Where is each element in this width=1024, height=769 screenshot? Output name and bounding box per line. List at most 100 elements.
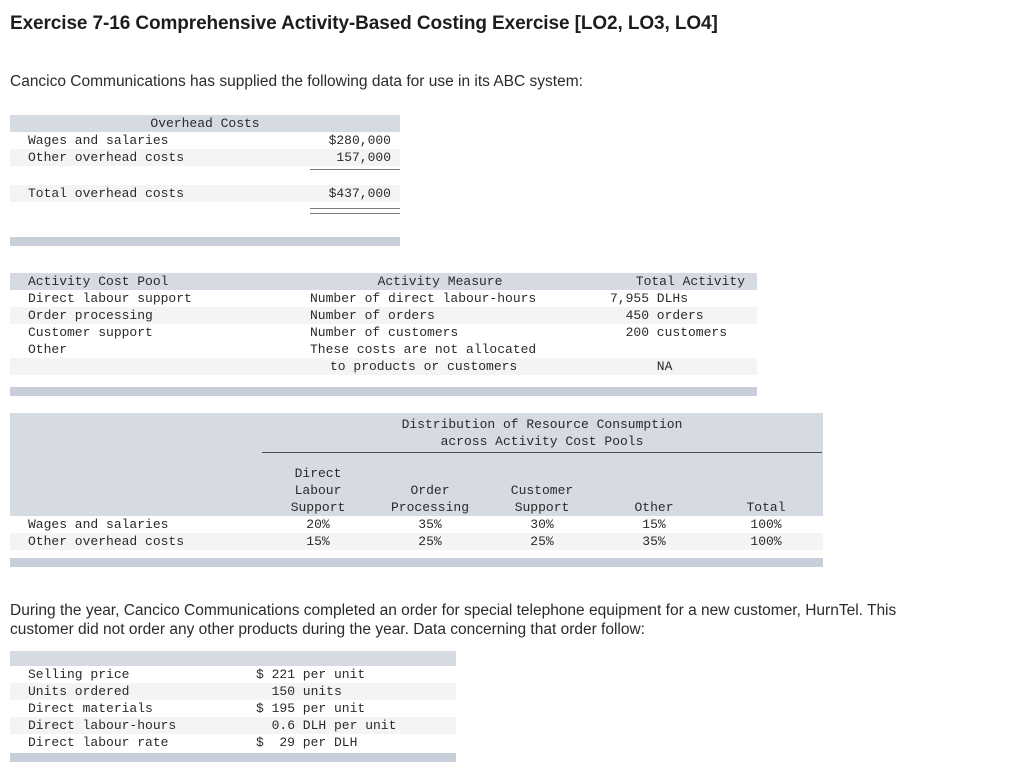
table-row-continuation: to products or customers NA bbox=[10, 357, 757, 375]
total-unit: DLHs bbox=[656, 290, 689, 306]
table-row: Other overhead costs 15% 25% 25% 35% 100… bbox=[10, 532, 823, 550]
total-number: 450 bbox=[625, 307, 649, 323]
intro-paragraph: Cancico Communications has supplied the … bbox=[10, 73, 583, 90]
row-value: 150 units bbox=[256, 683, 456, 700]
page-title: Exercise 7-16 Comprehensive Activity-Bas… bbox=[10, 13, 718, 34]
value-unit: units bbox=[302, 683, 342, 699]
row-label: Direct labour rate bbox=[28, 734, 169, 750]
value-unit: DLH per unit bbox=[302, 717, 397, 733]
total-cell: 200 customers bbox=[580, 324, 757, 341]
row-label: Wages and salaries bbox=[28, 132, 169, 148]
row-value: 0.6 DLH per unit bbox=[256, 717, 456, 734]
table-row: Units ordered 150 units bbox=[10, 682, 456, 700]
row-label: Direct materials bbox=[28, 700, 153, 716]
row-label: Direct labour-hours bbox=[28, 717, 177, 733]
percent-cell: 20% bbox=[306, 516, 330, 532]
total-rule-row bbox=[10, 207, 400, 224]
row-label: Other overhead costs bbox=[28, 149, 185, 165]
pool-cell: Customer support bbox=[28, 324, 153, 340]
percent-cell: 35% bbox=[418, 516, 442, 532]
table-row: Other overhead costs 157,000 bbox=[10, 148, 400, 166]
measure-cell: Number of customers bbox=[310, 324, 459, 340]
value-number: 29 bbox=[279, 734, 295, 750]
single-underline bbox=[310, 168, 400, 170]
total-cell: 450 orders bbox=[580, 307, 757, 324]
table-row: Customer support Number of customers 200… bbox=[10, 324, 757, 341]
value-unit: per unit bbox=[302, 666, 366, 682]
total-row: Total overhead costs $437,000 bbox=[10, 184, 400, 202]
table-row: Wages and salaries $280,000 bbox=[10, 132, 400, 149]
total-number: 7,955 bbox=[610, 290, 650, 306]
row-value: $29 per DLH bbox=[256, 734, 456, 751]
table-footer-bar bbox=[10, 752, 456, 762]
table-row: Direct materials $195 per unit bbox=[10, 700, 456, 717]
distribution-title-line1: Distribution of Resource Consumption bbox=[401, 416, 683, 432]
percent-cell: 15% bbox=[306, 533, 330, 549]
currency-prefix: $ bbox=[256, 734, 264, 750]
pool-cell: Direct labour support bbox=[28, 290, 192, 306]
row-label: Selling price bbox=[28, 666, 130, 682]
row-value: $195 per unit bbox=[256, 700, 456, 717]
row-label: Other overhead costs bbox=[28, 533, 185, 549]
currency-prefix: $ bbox=[256, 666, 264, 682]
measure-cell: These costs are not allocated bbox=[310, 341, 537, 357]
activity-cost-pool-table: Activity Cost Pool Activity Measure Tota… bbox=[10, 272, 757, 396]
double-underline bbox=[310, 207, 400, 214]
percent-cell: 100% bbox=[750, 516, 782, 532]
total-unit: orders bbox=[656, 307, 704, 323]
pool-cell bbox=[10, 358, 300, 375]
percent-cell: 35% bbox=[642, 533, 666, 549]
percent-cell: 25% bbox=[418, 533, 442, 549]
total-unit: NA bbox=[656, 358, 673, 374]
table-row: Wages and salaries 20% 35% 30% 15% 100% bbox=[10, 516, 823, 533]
header-rule bbox=[262, 451, 822, 453]
table-footer-bar bbox=[10, 557, 823, 567]
row-value: $437,000 bbox=[328, 185, 391, 201]
value-number: 195 bbox=[271, 700, 295, 716]
table-row: Order processing Number of orders 450 ord… bbox=[10, 306, 757, 324]
total-number: 200 bbox=[625, 324, 649, 340]
row-label: Units ordered bbox=[28, 683, 130, 699]
percent-cell: 100% bbox=[750, 533, 782, 549]
value-number: 221 bbox=[271, 666, 295, 682]
measure-cell: Number of orders bbox=[310, 307, 435, 323]
value-number: 150 bbox=[271, 683, 295, 699]
column-header: Order Processing bbox=[390, 482, 469, 515]
currency-prefix: $ bbox=[256, 700, 264, 716]
row-value: $280,000 bbox=[328, 132, 391, 148]
value-unit: per DLH bbox=[302, 734, 358, 750]
row-value: $221 per unit bbox=[256, 666, 456, 683]
activity-table-header-row: Activity Cost Pool Activity Measure Tota… bbox=[10, 272, 757, 290]
subtotal-rule-row bbox=[10, 168, 400, 185]
table-row: Direct labour support Number of direct l… bbox=[10, 290, 757, 307]
column-headers-row: Direct Labour Support Order Processing C… bbox=[10, 465, 823, 516]
table-row: Other These costs are not allocated bbox=[10, 341, 757, 358]
table-footer-bar bbox=[10, 236, 400, 246]
value-number: 0.6 bbox=[271, 717, 295, 733]
distribution-table: Distribution of Resource Consumption acr… bbox=[10, 412, 823, 567]
value-unit: per unit bbox=[302, 700, 366, 716]
order-paragraph: During the year, Cancico Communications … bbox=[10, 601, 897, 639]
total-unit bbox=[649, 342, 657, 357]
overhead-costs-table: Overhead Costs Wages and salaries $280,0… bbox=[10, 114, 400, 246]
percent-cell: 15% bbox=[642, 516, 666, 532]
distribution-title-line2: across Activity Cost Pools bbox=[440, 433, 644, 449]
overhead-table-header: Overhead Costs bbox=[10, 114, 400, 132]
total-unit: customers bbox=[656, 324, 728, 340]
column-header: Direct Labour Support bbox=[290, 465, 346, 515]
percent-cell: 25% bbox=[530, 533, 554, 549]
column-header-pool: Activity Cost Pool bbox=[28, 273, 169, 289]
percent-cell: 30% bbox=[530, 516, 554, 532]
row-label: Wages and salaries bbox=[28, 516, 169, 532]
column-header: Customer Support bbox=[510, 482, 574, 515]
total-cell: 7,955 DLHs bbox=[580, 290, 757, 307]
row-label: Total overhead costs bbox=[28, 185, 185, 201]
order-data-table: Selling price $221 per unit Units ordered… bbox=[10, 650, 456, 762]
pool-cell: Other bbox=[28, 341, 68, 357]
table-row: Direct labour-hours 0.6 DLH per unit bbox=[10, 716, 456, 734]
table-row: Direct labour rate $29 per DLH bbox=[10, 734, 456, 751]
row-value: 157,000 bbox=[336, 149, 391, 165]
table-row: Selling price $221 per unit bbox=[10, 666, 456, 683]
measure-cell: Number of direct labour-hours bbox=[310, 290, 537, 306]
